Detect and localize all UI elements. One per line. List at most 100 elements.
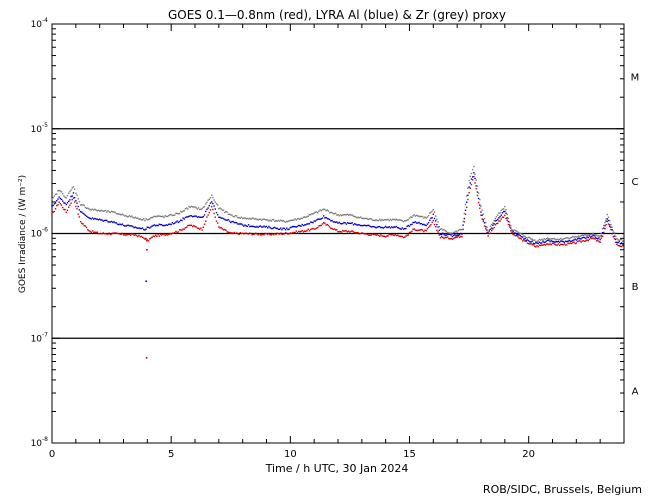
series-2-point (274, 220, 276, 223)
series-1-point (91, 217, 94, 219)
series-1-point (507, 220, 510, 223)
series-0-point (244, 232, 246, 234)
series-1-point (460, 232, 462, 235)
series-2-point (511, 229, 513, 231)
series-1-point (576, 238, 579, 240)
series-1-point (340, 223, 343, 225)
series-0-point (429, 225, 431, 227)
series-0-point (309, 228, 312, 231)
series-2-point (177, 213, 180, 215)
series-2-point (152, 216, 154, 218)
series-1-point (206, 208, 208, 211)
series-1-point (375, 227, 377, 229)
series-0-point (432, 219, 435, 222)
series-2-point (570, 236, 573, 239)
series-0-point (262, 233, 264, 236)
series-2-point (226, 211, 228, 213)
series-0-point (256, 233, 258, 235)
series-2-point (344, 214, 346, 216)
series-0-point (500, 218, 502, 220)
series-0-point (588, 238, 591, 241)
series-1-point (377, 226, 380, 228)
series-2-point (563, 237, 566, 240)
series-0-point (466, 206, 468, 209)
series-2-point (118, 213, 120, 215)
series-1-point (446, 233, 449, 235)
series-1-point (536, 242, 538, 244)
series-0-point (132, 233, 134, 235)
series-2-point (84, 206, 87, 209)
series-2-point (311, 213, 313, 215)
series-1-point (134, 226, 137, 228)
series-0-point (516, 234, 518, 237)
series-2-point (234, 214, 237, 217)
series-0-point (212, 208, 214, 211)
series-0-point (240, 232, 243, 235)
series-1-point (557, 240, 560, 243)
series-2-point (419, 216, 421, 218)
series-0-point (266, 233, 269, 236)
series-0-point (119, 233, 121, 235)
series-0-point (318, 225, 320, 227)
series-0-point (221, 228, 224, 230)
series-0-point (371, 233, 374, 235)
series-2-point (527, 236, 530, 239)
series-0-point (278, 233, 281, 235)
series-1-point (219, 216, 221, 219)
series-2-point (617, 239, 619, 241)
series-1-point (442, 232, 444, 234)
series-2-point (188, 205, 190, 208)
series-1-point (165, 224, 168, 226)
series-1-point (63, 202, 65, 204)
series-0-point (501, 216, 504, 218)
series-1-point (122, 224, 125, 227)
series-1-point (344, 222, 346, 224)
series-0-point (349, 231, 351, 233)
series-1-point (409, 223, 412, 226)
series-1-point (182, 217, 184, 219)
series-1-point (522, 236, 524, 238)
series-2-point (66, 195, 69, 197)
series-2-point (380, 219, 382, 222)
series-1-point (506, 217, 508, 219)
series-2-point (414, 215, 417, 217)
series-0-point (449, 238, 451, 240)
series-0-point (268, 232, 270, 235)
series-1-point (128, 225, 131, 227)
series-0-point (427, 226, 430, 229)
series-0-point (358, 233, 361, 235)
series-0-point (560, 243, 562, 246)
series-1-point (121, 223, 124, 225)
series-0-point (388, 233, 390, 236)
series-1-point (562, 240, 564, 243)
series-0-point (357, 232, 359, 234)
series-1-point (210, 201, 213, 203)
series-0-point (611, 233, 613, 235)
series-0-point (599, 241, 601, 243)
series-1-point (547, 239, 549, 241)
series-1-point (567, 240, 569, 243)
series-0-point (222, 229, 225, 231)
series-2-point (458, 228, 461, 231)
series-0-point (387, 235, 389, 237)
series-1-point (59, 197, 62, 200)
series-2-point (390, 219, 393, 222)
series-2-point (181, 211, 183, 213)
series-0-point (605, 223, 607, 226)
series-2-point (513, 229, 516, 231)
series-1-point (69, 199, 71, 201)
series-0-point (328, 226, 331, 228)
series-0-point (401, 235, 404, 238)
series-1-point (152, 224, 154, 227)
series-1-point (174, 222, 176, 224)
series-2-point (334, 212, 337, 215)
series-1-point (263, 225, 265, 227)
series-1-point (227, 218, 230, 221)
series-1-point (370, 226, 373, 228)
series-1-point (552, 240, 555, 243)
series-1-point (594, 236, 597, 238)
series-1-point (76, 202, 78, 204)
series-0-point (59, 202, 62, 205)
series-2-point (209, 196, 212, 199)
series-2-point (266, 219, 269, 221)
